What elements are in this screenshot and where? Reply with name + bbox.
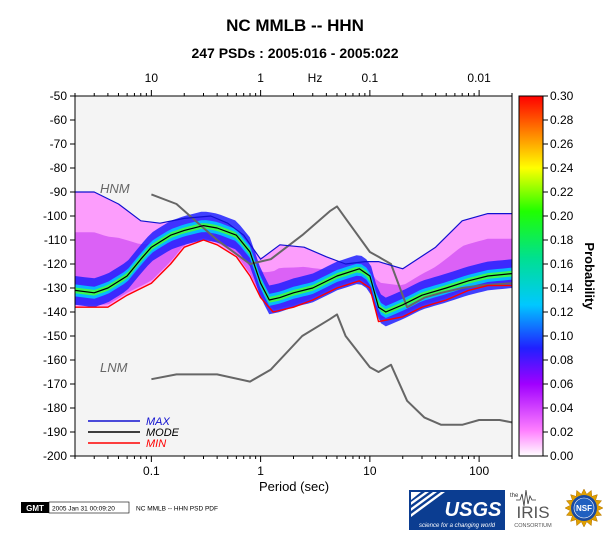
- colorbar-tick-label: 0.16: [550, 257, 574, 271]
- hnm-label: HNM: [100, 181, 130, 196]
- usgs-logo: USGS science for a changing world: [409, 490, 505, 530]
- y-tick-label: -200: [43, 449, 67, 463]
- y-tick-label: -170: [43, 377, 67, 391]
- x-tick-label: 0.1: [143, 464, 160, 478]
- y-tick-label: -80: [50, 161, 68, 175]
- y-tick-label: -110: [44, 233, 67, 247]
- x-tick-label: 1: [257, 464, 264, 478]
- top-axis-label: Hz: [308, 71, 323, 85]
- timestamp-box: [48, 501, 130, 514]
- colorbar-tick-label: 0.04: [550, 401, 574, 415]
- figure-caption: NC MMLB -- HHN PSD PDF: [136, 506, 218, 513]
- top-tick-label: 10: [145, 71, 159, 85]
- chart-subtitle: 247 PSDs : 2005:016 - 2005:022: [191, 45, 398, 61]
- colorbar-tick-label: 0.00: [550, 449, 574, 463]
- top-tick-label: 1: [257, 71, 264, 85]
- series-line-mode: [75, 225, 512, 313]
- y-tick-label: -150: [43, 329, 67, 343]
- nsf-text: NSF: [576, 504, 592, 513]
- y-tick-label: -180: [43, 401, 67, 415]
- top-frequency-axis: 10 1 0.1 0.01: [74, 71, 513, 96]
- colorbar-tick-label: 0.02: [550, 425, 574, 439]
- legend-label-max: MAX: [146, 416, 171, 428]
- iris-text: IRIS: [516, 503, 549, 522]
- timestamp: 2005 Jan 31 00:09:20: [52, 506, 115, 513]
- colorbar: [518, 95, 544, 457]
- chart-title: NC MMLB -- HHN: [226, 16, 364, 35]
- series-line-lnm: [151, 313, 512, 426]
- y-tick-label: -70: [50, 137, 68, 151]
- statistics-lines-layer: [75, 191, 512, 426]
- top-tick-label: 0.01: [467, 71, 491, 85]
- colorbar-tick-label: 0.28: [550, 113, 574, 127]
- y-tick-label: -50: [50, 89, 68, 103]
- legend-label-mode: MODE: [146, 427, 180, 439]
- x-tick-label: 100: [469, 464, 489, 478]
- top-tick-label: 0.1: [362, 71, 379, 85]
- y-tick-label: -100: [43, 209, 67, 223]
- y-tick-label: -140: [43, 305, 67, 319]
- x-axis-label: Period (sec): [259, 479, 329, 494]
- y-tick-label: -190: [43, 425, 67, 439]
- series-line-max: [75, 191, 512, 270]
- gmt-badge-text: GMT: [26, 504, 44, 513]
- colorbar-tick-label: 0.20: [550, 209, 574, 223]
- iris-sub-text: CONSORTIUM: [514, 523, 552, 529]
- colorbar-tick-label: 0.12: [550, 305, 574, 319]
- iris-small-text: the: [510, 493, 519, 499]
- iris-logo: the IRIS CONSORTIUM: [510, 489, 552, 529]
- colorbar-tick-label: 0.10: [550, 329, 574, 343]
- nsf-seal: NSF: [564, 488, 604, 528]
- colorbar-tick-label: 0.18: [550, 233, 574, 247]
- y-tick-label: -60: [50, 113, 68, 127]
- gmt-badge: [21, 502, 49, 513]
- colorbar-tick-label: 0.22: [550, 185, 574, 199]
- legend-label-min: MIN: [146, 438, 166, 450]
- usgs-tagline: science for a changing world: [419, 523, 496, 529]
- y-tick-label: -120: [43, 257, 67, 271]
- y-tick-label: -130: [43, 281, 67, 295]
- colorbar-tick-label: 0.30: [550, 89, 574, 103]
- y-tick-label: -90: [50, 185, 68, 199]
- colorbar-tick-label: 0.08: [550, 353, 574, 367]
- usgs-text: USGS: [445, 499, 502, 521]
- lnm-label: LNM: [100, 360, 128, 375]
- series-line-hnm: [151, 193, 512, 309]
- colorbar-tick-label: 0.26: [550, 137, 574, 151]
- colorbar-ticks: 0.00 0.02 0.04 0.06 0.08 0.10 0.12 0.14 0.16 0.18…: [543, 89, 574, 463]
- density-band-peak: [75, 220, 512, 318]
- colorbar-label: Probability: [582, 242, 597, 310]
- x-axis: 0.1 1 10 100: [74, 456, 513, 478]
- colorbar-tick-label: 0.24: [550, 161, 574, 175]
- x-tick-label: 10: [363, 464, 377, 478]
- y-axis: -50 -60 -70 -80 -90 -100 -110 -120 -130 -140 -150 -…: [43, 89, 75, 463]
- colorbar-tick-label: 0.06: [550, 377, 574, 391]
- series-line-min: [75, 239, 512, 323]
- colorbar-tick-label: 0.14: [550, 281, 574, 295]
- y-tick-label: -160: [43, 353, 67, 367]
